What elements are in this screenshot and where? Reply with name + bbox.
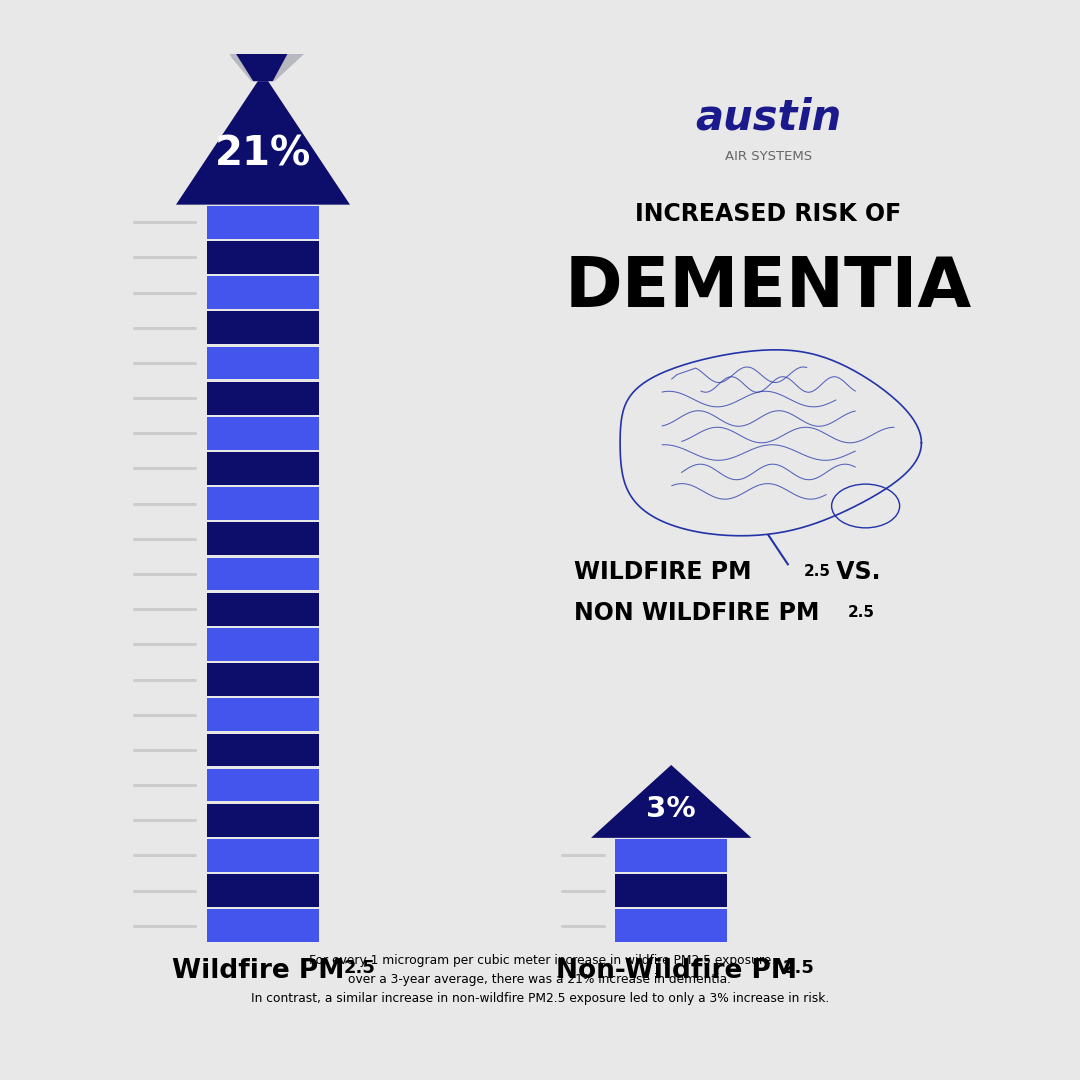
FancyBboxPatch shape — [207, 733, 319, 767]
FancyBboxPatch shape — [207, 557, 319, 591]
FancyBboxPatch shape — [207, 839, 319, 872]
Text: DEMENTIA: DEMENTIA — [565, 254, 972, 321]
Text: VS.: VS. — [827, 561, 880, 584]
Polygon shape — [216, 0, 310, 81]
FancyBboxPatch shape — [207, 874, 319, 907]
Text: austin: austin — [696, 96, 841, 138]
FancyBboxPatch shape — [207, 593, 319, 625]
FancyBboxPatch shape — [207, 627, 319, 661]
FancyBboxPatch shape — [207, 453, 319, 485]
FancyBboxPatch shape — [207, 663, 319, 696]
Text: 2.5: 2.5 — [804, 564, 831, 579]
Text: Non-Wildfire PM: Non-Wildfire PM — [555, 958, 797, 984]
Polygon shape — [235, 0, 291, 81]
Text: 3%: 3% — [647, 795, 696, 823]
Text: For every 1 microgram per cubic meter increase in wildfire PM2.5 exposure
over a: For every 1 microgram per cubic meter in… — [251, 954, 829, 1004]
FancyBboxPatch shape — [616, 909, 727, 942]
FancyBboxPatch shape — [207, 909, 319, 942]
Text: INCREASED RISK OF: INCREASED RISK OF — [635, 202, 902, 227]
Text: Wildfire PM: Wildfire PM — [172, 958, 345, 984]
FancyBboxPatch shape — [207, 241, 319, 274]
Text: AIR SYSTEMS: AIR SYSTEMS — [725, 149, 812, 163]
Text: 21%: 21% — [215, 135, 311, 175]
FancyBboxPatch shape — [207, 347, 319, 379]
FancyBboxPatch shape — [616, 874, 727, 907]
FancyBboxPatch shape — [207, 276, 319, 309]
Text: NON WILDFIRE PM: NON WILDFIRE PM — [575, 600, 820, 625]
FancyBboxPatch shape — [207, 311, 319, 345]
Polygon shape — [591, 765, 752, 838]
Text: 2.5: 2.5 — [783, 959, 815, 977]
FancyBboxPatch shape — [207, 699, 319, 731]
Text: 2.5: 2.5 — [343, 959, 376, 977]
FancyBboxPatch shape — [207, 487, 319, 521]
FancyBboxPatch shape — [207, 523, 319, 555]
Text: 2.5: 2.5 — [848, 605, 875, 620]
FancyBboxPatch shape — [616, 839, 727, 872]
FancyBboxPatch shape — [207, 804, 319, 837]
FancyBboxPatch shape — [207, 206, 319, 239]
FancyBboxPatch shape — [207, 769, 319, 801]
Text: WILDFIRE PM: WILDFIRE PM — [575, 561, 752, 584]
FancyBboxPatch shape — [207, 417, 319, 449]
FancyBboxPatch shape — [207, 381, 319, 415]
Polygon shape — [176, 73, 350, 205]
